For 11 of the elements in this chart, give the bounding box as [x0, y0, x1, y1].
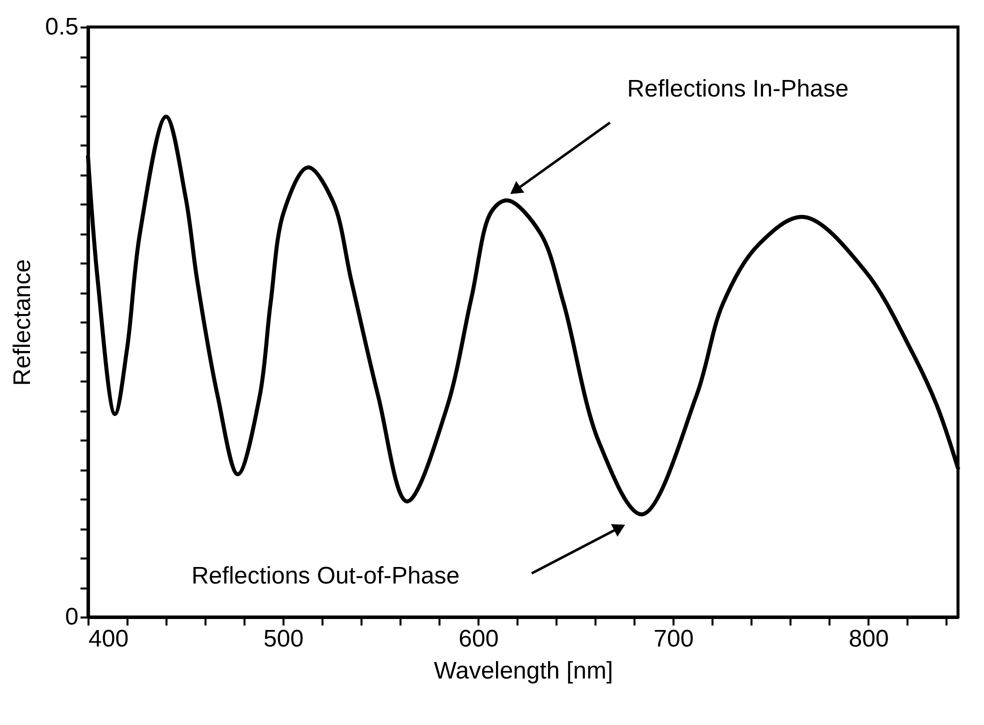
y-tick-label: 0 — [65, 604, 78, 630]
x-tick-label: 600 — [458, 626, 499, 652]
x-tick-label: 800 — [848, 626, 889, 652]
x-tick-label: 500 — [264, 626, 304, 652]
x-axis-title: Wavelength [nm] — [434, 658, 614, 684]
y-tick-label: 0.5 — [45, 14, 78, 40]
annotation: Reflections In-Phase — [627, 76, 849, 103]
y-axis-title: Reflectance — [9, 259, 36, 386]
x-tick-label: 400 — [88, 626, 129, 652]
x-tick-label: 700 — [654, 626, 694, 652]
annotation: Reflections Out-of-Phase — [191, 562, 460, 590]
